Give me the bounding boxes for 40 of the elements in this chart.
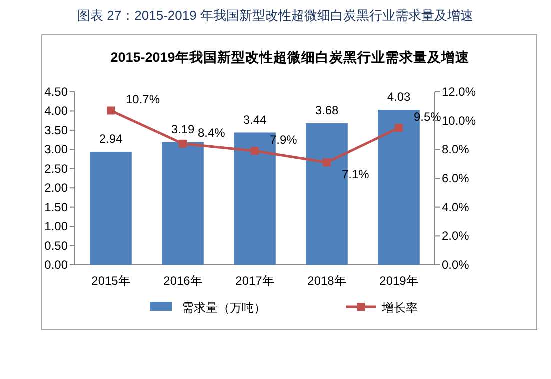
point [179,140,187,148]
y-tick-label: 1.50 [44,200,68,214]
x-tick-label: 2018年 [308,274,346,288]
point [107,106,115,115]
data-label: 10.7% [126,92,160,107]
point [323,158,331,167]
point [251,147,259,156]
y2-tick-label: 8.0% [442,142,470,157]
y2-tick-label: 4.0% [442,200,470,214]
text: 图表 27：2015-2019 年我国新型改性超微细白炭黑行业需求量及增速 [78,8,474,23]
x-tick-label: 2015年 [92,274,130,288]
point [395,124,403,132]
chart-title: 2015-2019年我国新型改性超微细白炭黑行业需求量及增速 [110,49,470,65]
y-tick-label: 4.00 [44,104,68,118]
x-tick-label: 2019年 [380,274,418,288]
y-tick-label: 4.50 [44,85,68,99]
bar [90,152,132,265]
data-label: 2.94 [99,132,123,146]
y-tick-label: 0.00 [44,258,68,272]
bar [162,142,204,265]
data-label: 3.44 [243,112,267,127]
y2-tick-label: 10.0% [442,114,476,128]
legend-label: 增长率 [381,301,418,315]
x-tick-label: 2017年 [236,274,274,288]
y-tick-label: 2.50 [44,162,68,176]
y-tick-label: 0.50 [44,238,68,253]
data-label: 3.19 [171,122,195,136]
data-label: 3.68 [315,104,339,118]
y-tick-label: 3.50 [44,123,68,138]
y2-tick-label: 12.0% [442,85,476,99]
data-label: 8.4% [198,126,226,140]
y2-tick-label: 0.0% [442,258,470,272]
data-label: 4.03 [387,90,411,104]
legend-label: 需求量（万吨） [182,301,266,315]
y2-tick-label: 6.0% [442,172,470,186]
y2-tick-label: 2.0% [442,229,470,244]
x-tick-label: 2016年 [164,274,202,288]
y-tick-label: 1.00 [44,220,68,234]
y-tick-label: 2.00 [44,181,68,196]
y-tick-label: 3.00 [44,142,68,157]
